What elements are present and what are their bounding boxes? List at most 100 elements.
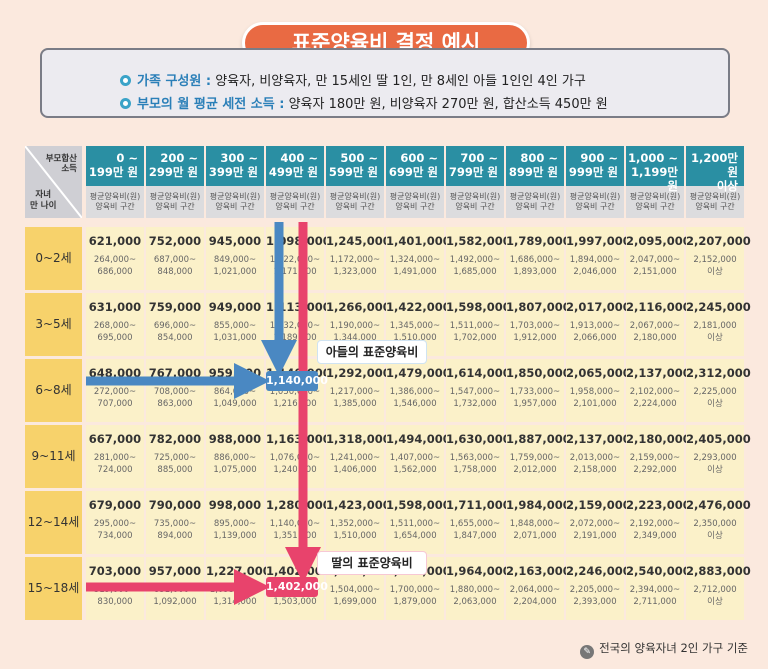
cost-range: 1,076,000~ 1,240,000: [269, 453, 321, 475]
average-cost: 790,000: [148, 498, 202, 512]
average-cost: 759,000: [148, 300, 202, 314]
table-cell: 759,000 696,000~ 854,000: [146, 293, 204, 356]
average-cost: 1,401,000: [386, 234, 451, 248]
average-cost: 2,159,000: [566, 498, 631, 512]
average-cost: 2,883,000: [686, 564, 751, 578]
average-cost: 2,223,000: [626, 498, 691, 512]
table-corner-header: 부모합산 소득 자녀 만 나이: [25, 146, 82, 218]
row-header-age: 12~14세: [25, 491, 82, 554]
average-cost: 1,245,000: [326, 234, 391, 248]
average-cost: 1,630,000: [446, 432, 511, 446]
column-header: 800 ~899만 원 평균양육비(원) 양육비 구간: [506, 146, 564, 218]
average-cost: 2,095,000: [626, 234, 691, 248]
table-cell: 2,137,000 2,102,000~ 2,224,000: [626, 359, 691, 422]
table-cell: 1,598,000 1,511,000~ 1,654,000: [386, 491, 451, 554]
daughter-cost-highlight: 1,402,000: [266, 577, 328, 597]
cost-range: 1,703,000~ 1,912,000: [509, 321, 561, 343]
cost-range: 1,733,000~ 1,957,000: [509, 387, 561, 409]
table-cell: 1,582,000 1,492,000~ 1,685,000: [446, 227, 511, 290]
average-cost: 1,997,000: [566, 234, 631, 248]
average-cost: 1,422,000: [386, 300, 451, 314]
cost-range: 886,000~ 1,075,000: [213, 453, 257, 475]
average-cost: 1,479,000: [386, 366, 451, 380]
cost-range: 2,225,000 이상: [693, 387, 737, 409]
average-cost: 1,964,000: [446, 564, 511, 578]
cost-range: 1,547,000~ 1,732,000: [449, 387, 501, 409]
cost-range: 1,050,000~ 1,216,000: [269, 387, 321, 409]
table-cell: 1,318,000 1,241,000~ 1,406,000: [326, 425, 391, 488]
table-cell: 1,494,000 1,407,000~ 1,562,000: [386, 425, 451, 488]
average-cost: 1,807,000: [506, 300, 571, 314]
cost-range: 725,000~ 885,000: [153, 453, 197, 475]
column-header: 1,200만 원 이상 평균양육비(원) 양육비 구간: [686, 146, 744, 218]
table-cell: 1,984,000 1,848,000~ 2,071,000: [506, 491, 571, 554]
diagonal-divider: [25, 146, 82, 218]
cost-range: 1,190,000~ 1,344,000: [329, 321, 381, 343]
average-cost: 1,887,000: [506, 432, 571, 446]
average-cost: 2,405,000: [686, 432, 751, 446]
cost-range: 2,181,000 이상: [693, 321, 737, 343]
table-cell: 2,223,000 2,192,000~ 2,349,000: [626, 491, 691, 554]
table-cell: 2,405,000 2,293,000 이상: [686, 425, 751, 488]
table-cell: 1,997,000 1,894,000~ 2,046,000: [566, 227, 631, 290]
cost-range: 268,000~ 695,000: [93, 321, 137, 343]
cost-range: 1,655,000~ 1,847,000: [449, 519, 501, 541]
table-cell: 1,479,000 1,386,000~ 1,546,000: [386, 359, 451, 422]
table-cell: 667,000 281,000~ 724,000: [86, 425, 144, 488]
cost-range: 2,205,000~ 2,393,000: [569, 585, 621, 607]
table-cell: 790,000 735,000~ 894,000: [146, 491, 204, 554]
cost-range: 687,000~ 848,000: [153, 255, 197, 277]
average-cost: 1,711,000: [446, 498, 511, 512]
average-cost: 1,163,000: [266, 432, 331, 446]
row-header-age: 15~18세: [25, 557, 82, 620]
average-cost: 752,000: [148, 234, 202, 248]
table-cell: 988,000 886,000~ 1,075,000: [206, 425, 264, 488]
cost-range: 2,159,000~ 2,292,000: [629, 453, 681, 475]
average-cost: 621,000: [88, 234, 142, 248]
row-header-age: 3~5세: [25, 293, 82, 356]
table-cell: 2,476,000 2,350,000 이상: [686, 491, 751, 554]
average-cost: 703,000: [88, 564, 142, 578]
average-cost: 949,000: [208, 300, 262, 314]
average-cost: 2,312,000: [686, 366, 751, 380]
table-cell: 949,000 855,000~ 1,031,000: [206, 293, 264, 356]
average-cost: 945,000: [208, 234, 262, 248]
column-header: 200 ~299만 원 평균양육비(원) 양육비 구간: [146, 146, 204, 218]
average-cost: 667,000: [88, 432, 142, 446]
cost-range: 2,293,000 이상: [693, 453, 737, 475]
cost-range: 1,894,000~ 2,046,000: [569, 255, 621, 277]
cost-range: 1,913,000~ 2,066,000: [569, 321, 621, 343]
table-cell: 1,245,000 1,172,000~ 1,323,000: [326, 227, 391, 290]
average-cost: 957,000: [148, 564, 202, 578]
column-header: 300 ~399만 원 평균양육비(원) 양육비 구간: [206, 146, 264, 218]
average-cost: 2,137,000: [626, 366, 691, 380]
column-header: 900 ~999만 원 평균양육비(원) 양육비 구간: [566, 146, 624, 218]
table-cell: 2,180,000 2,159,000~ 2,292,000: [626, 425, 691, 488]
table-cell: 1,964,000 1,880,000~ 2,063,000: [446, 557, 511, 620]
son-cost-highlight: 1,140,000: [266, 371, 328, 391]
table-cell: 1,401,000 1,324,000~ 1,491,000: [386, 227, 451, 290]
table-cell: 1,711,000 1,655,000~ 1,847,000: [446, 491, 511, 554]
daughter-cost-label: 딸의 표준양육비: [318, 552, 426, 574]
cost-range: 1,386,000~ 1,546,000: [389, 387, 441, 409]
average-cost: 998,000: [208, 498, 262, 512]
average-cost: 1,318,000: [326, 432, 391, 446]
cost-range: 1,511,000~ 1,702,000: [449, 321, 501, 343]
average-cost: 2,116,000: [626, 300, 691, 314]
table-cell: 2,095,000 2,047,000~ 2,151,000: [626, 227, 691, 290]
cost-range: 1,563,000~ 1,758,000: [449, 453, 501, 475]
bullet-icon: [120, 98, 131, 109]
row-header-age: 6~8세: [25, 359, 82, 422]
table-cell: 1,630,000 1,563,000~ 1,758,000: [446, 425, 511, 488]
cost-range: 849,000~ 1,021,000: [213, 255, 257, 277]
pencil-icon: ✎: [580, 645, 595, 659]
cost-range: 2,350,000 이상: [693, 519, 737, 541]
table-cell: 2,017,000 1,913,000~ 2,066,000: [566, 293, 631, 356]
table-cell: 1,280,000 1,140,000~ 1,351,000: [266, 491, 331, 554]
average-cost: 2,163,000: [506, 564, 571, 578]
average-cost: 679,000: [88, 498, 142, 512]
cost-range: 1,140,000~ 1,351,000: [269, 519, 321, 541]
table-cell: 2,137,000 2,013,000~ 2,158,000: [566, 425, 631, 488]
average-cost: 1,266,000: [326, 300, 391, 314]
